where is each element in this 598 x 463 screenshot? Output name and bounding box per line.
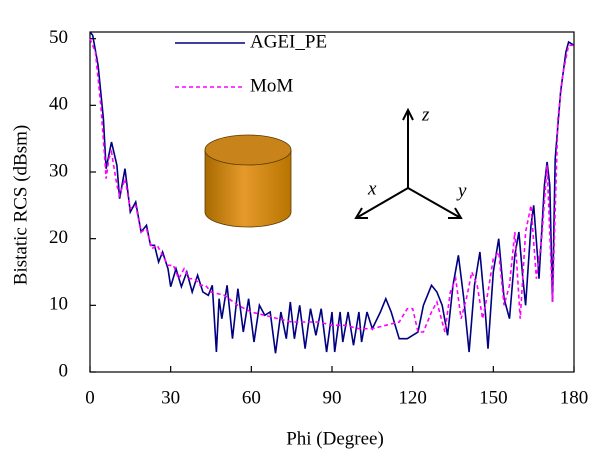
y-head: [448, 207, 463, 219]
inset: x y z: [204, 104, 467, 228]
y-tick-label: 40: [49, 94, 68, 115]
x-tick-label: 150: [479, 387, 508, 408]
cylinder-top: [204, 134, 292, 166]
series-line: [89, 38, 574, 333]
legend-label: MoM: [250, 75, 293, 96]
series-line: [89, 31, 575, 354]
y-arrow: [407, 187, 460, 218]
y-tick-label: 50: [49, 27, 68, 48]
x-tick-label: 60: [242, 387, 261, 408]
y-tick-label: 30: [49, 160, 68, 181]
inset-axis-label: y: [456, 180, 467, 201]
x-tick-label: 0: [85, 387, 95, 408]
y-axis-label: Bistatic RCS (dBsm): [10, 125, 31, 285]
y-tick-label: 0: [59, 360, 69, 381]
x-tick-label: 30: [161, 387, 180, 408]
x-tick-label: 90: [323, 387, 342, 408]
cylinder-body: [204, 149, 292, 228]
x-tick-label: 180: [560, 387, 589, 408]
y-tick-label: 10: [49, 294, 68, 315]
legend-label: AGEI_PE: [250, 31, 327, 52]
inset-axis-label: z: [421, 104, 430, 125]
x-arrow: [357, 187, 409, 218]
inset-axis-label: x: [367, 178, 377, 199]
x-axis-label: Phi (Degree): [286, 428, 384, 449]
x-tick-label: 120: [398, 387, 427, 408]
y-tick-label: 20: [49, 227, 68, 248]
z-head: [402, 107, 414, 121]
x-head: [354, 207, 368, 219]
